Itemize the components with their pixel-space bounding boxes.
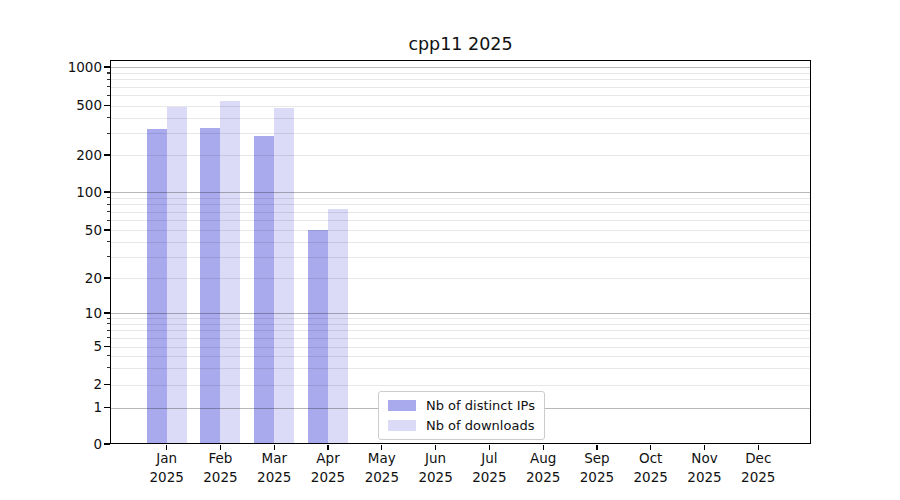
legend-item-downloads: Nb of downloads [388,418,535,433]
y-tick-label: 200 [0,148,102,163]
y-minor-tick-mark [107,86,110,87]
gridline-minor [110,230,811,231]
gridline-major [110,313,811,314]
gridline-minor [110,318,811,319]
y-minor-tick-mark [107,337,110,338]
y-minor-tick-mark [107,220,110,221]
gridline-minor [110,118,811,119]
chart-title: cpp11 2025 [110,34,811,54]
bar-downloads-feb [220,101,240,444]
x-tick-mark [489,445,490,450]
x-tick-mark [327,445,328,450]
gridline-minor [110,133,811,134]
y-minor-tick-mark [107,211,110,212]
y-tick-label: 5 [0,339,102,354]
y-tick-label: 1000 [0,60,102,75]
bar-downloads-mar [274,108,294,444]
x-tick-mark [274,445,275,450]
gridline-major [110,192,811,193]
y-minor-tick-mark [107,197,110,198]
y-minor-tick-mark [107,346,110,347]
gridline-minor [110,356,811,357]
gridline-minor [110,87,811,88]
y-tick-label: 1 [0,400,102,415]
x-tick-mark [596,445,597,450]
legend-swatch-downloads [388,420,416,431]
y-tick-mark [104,191,110,192]
y-minor-tick-mark [107,256,110,257]
gridline-minor [110,73,811,74]
x-tick-mark [650,445,651,450]
gridline-minor [110,212,811,213]
y-minor-tick-mark [107,95,110,96]
gridline-minor [110,204,811,205]
y-tick-label: 10 [0,306,102,321]
gridline-minor [110,330,811,331]
x-tick-mark [543,445,544,450]
gridline-minor [110,198,811,199]
y-tick-mark [104,443,110,444]
legend-label-distinct-ips: Nb of distinct IPs [426,398,535,413]
x-tick-label-year: 2025 [726,468,790,487]
y-minor-tick-mark [107,384,110,385]
y-minor-tick-mark [107,204,110,205]
legend-label-downloads: Nb of downloads [426,418,534,433]
gridline-minor [110,220,811,221]
y-tick-label: 50 [0,223,102,238]
y-tick-mark [104,407,110,408]
x-tick-mark [220,445,221,450]
legend: Nb of distinct IPs Nb of downloads [378,391,545,440]
figure: cpp11 2025 Nb of distinct IPs Nb of down… [0,0,900,500]
bar-distinct-ips-jan [147,129,167,444]
y-minor-tick-mark [107,155,110,156]
y-minor-tick-mark [107,367,110,368]
gridline-minor [110,106,811,107]
gridline-minor [110,368,811,369]
y-tick-mark [104,66,110,67]
gridline-minor [110,324,811,325]
y-minor-tick-mark [107,323,110,324]
x-tick-mark [758,445,759,450]
gridline-major [110,67,811,68]
gridline-minor [110,79,811,80]
y-minor-tick-mark [107,133,110,134]
x-tick-mark [166,445,167,450]
y-tick-label: 2 [0,377,102,392]
bar-downloads-apr [328,209,348,444]
y-tick-label: 20 [0,271,102,286]
gridline-minor [110,242,811,243]
y-minor-tick-mark [107,105,110,106]
bar-distinct-ips-feb [200,128,220,444]
gridline-minor [110,385,811,386]
y-minor-tick-mark [107,241,110,242]
x-tick-mark [381,445,382,450]
y-minor-tick-mark [107,318,110,319]
legend-swatch-distinct-ips [388,400,416,411]
gridline-minor [110,155,811,156]
y-minor-tick-mark [107,72,110,73]
gridline-minor [110,347,811,348]
gridline-minor [110,338,811,339]
y-minor-tick-mark [107,117,110,118]
legend-item-distinct-ips: Nb of distinct IPs [388,398,535,413]
y-tick-label: 0 [0,437,102,452]
gridline-minor [110,278,811,279]
bar-distinct-ips-mar [254,136,274,444]
y-tick-mark [104,312,110,313]
y-minor-tick-mark [107,278,110,279]
y-tick-label: 500 [0,98,102,113]
gridline-minor [110,257,811,258]
y-minor-tick-mark [107,355,110,356]
y-minor-tick-mark [107,330,110,331]
gridline-minor [110,95,811,96]
y-tick-label: 100 [0,185,102,200]
y-minor-tick-mark [107,79,110,80]
x-tick-mark [435,445,436,450]
y-minor-tick-mark [107,230,110,231]
x-tick-label: Dec2025 [726,449,790,487]
bar-downloads-jan [167,107,187,444]
plot-area: Nb of distinct IPs Nb of downloads [110,60,811,444]
x-tick-mark [704,445,705,450]
